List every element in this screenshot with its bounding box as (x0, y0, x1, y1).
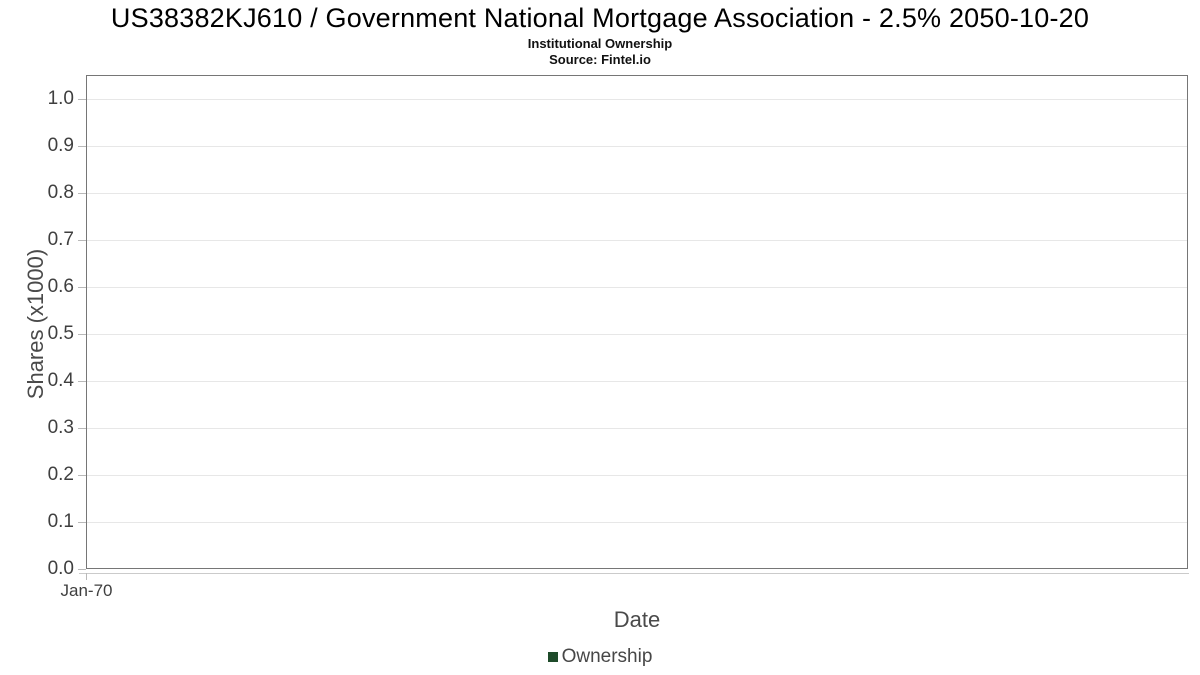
chart-legend: Ownership (0, 646, 1200, 668)
x-axis-line (79, 573, 1189, 574)
y-tick-mark-0.0 (78, 569, 86, 570)
x-axis-title: Date (613, 607, 661, 632)
y-tick-label-0.5: 0.5 (47, 323, 74, 344)
chart-title: US38382KJ610 / Government National Mortg… (110, 3, 1090, 33)
y-tick-mark-0.4 (78, 381, 86, 382)
y-tick-mark-0.6 (78, 287, 86, 288)
gridline-y-0.3 (87, 428, 1187, 429)
chart-source-caption: Source: Fintel.io (549, 52, 651, 67)
y-tick-label-0.2: 0.2 (47, 464, 74, 485)
gridline-y-0.7 (87, 240, 1187, 241)
y-tick-label-0.4: 0.4 (47, 370, 74, 391)
plot-area (86, 75, 1188, 569)
gridline-y-0.5 (87, 334, 1187, 335)
y-tick-mark-0.3 (78, 428, 86, 429)
y-tick-mark-0.1 (78, 522, 86, 523)
x-tick-label: Jan-70 (60, 581, 113, 600)
y-tick-mark-0.9 (78, 146, 86, 147)
y-tick-label-1.0: 1.0 (47, 88, 74, 109)
gridline-y-0.9 (87, 146, 1187, 147)
y-tick-label-0.9: 0.9 (47, 135, 74, 156)
y-tick-mark-0.5 (78, 334, 86, 335)
gridline-y-0.8 (87, 193, 1187, 194)
y-tick-mark-0.8 (78, 193, 86, 194)
legend-swatch-ownership (547, 652, 558, 662)
y-tick-mark-1.0 (78, 99, 86, 100)
legend-label-ownership: Ownership (561, 646, 653, 667)
y-tick-label-0.3: 0.3 (47, 417, 74, 438)
chart-subtitle: Institutional Ownership (527, 36, 673, 51)
y-tick-label-0.7: 0.7 (47, 229, 74, 250)
x-axis-tick-mark (86, 573, 87, 580)
gridline-y-0.2 (87, 475, 1187, 476)
y-tick-label-0.6: 0.6 (47, 276, 74, 297)
gridline-y-1.0 (87, 99, 1187, 100)
gridline-y-0.1 (87, 522, 1187, 523)
y-tick-mark-0.7 (78, 240, 86, 241)
y-tick-label-0.8: 0.8 (47, 182, 74, 203)
gridline-y-0.6 (87, 287, 1187, 288)
y-tick-label-0.1: 0.1 (47, 511, 74, 532)
legend-item-ownership[interactable]: Ownership (547, 646, 653, 668)
gridline-y-0.4 (87, 381, 1187, 382)
y-tick-mark-0.2 (78, 475, 86, 476)
y-tick-label-0.0: 0.0 (47, 558, 74, 579)
y-axis-title: Shares (x1000) (23, 248, 48, 400)
